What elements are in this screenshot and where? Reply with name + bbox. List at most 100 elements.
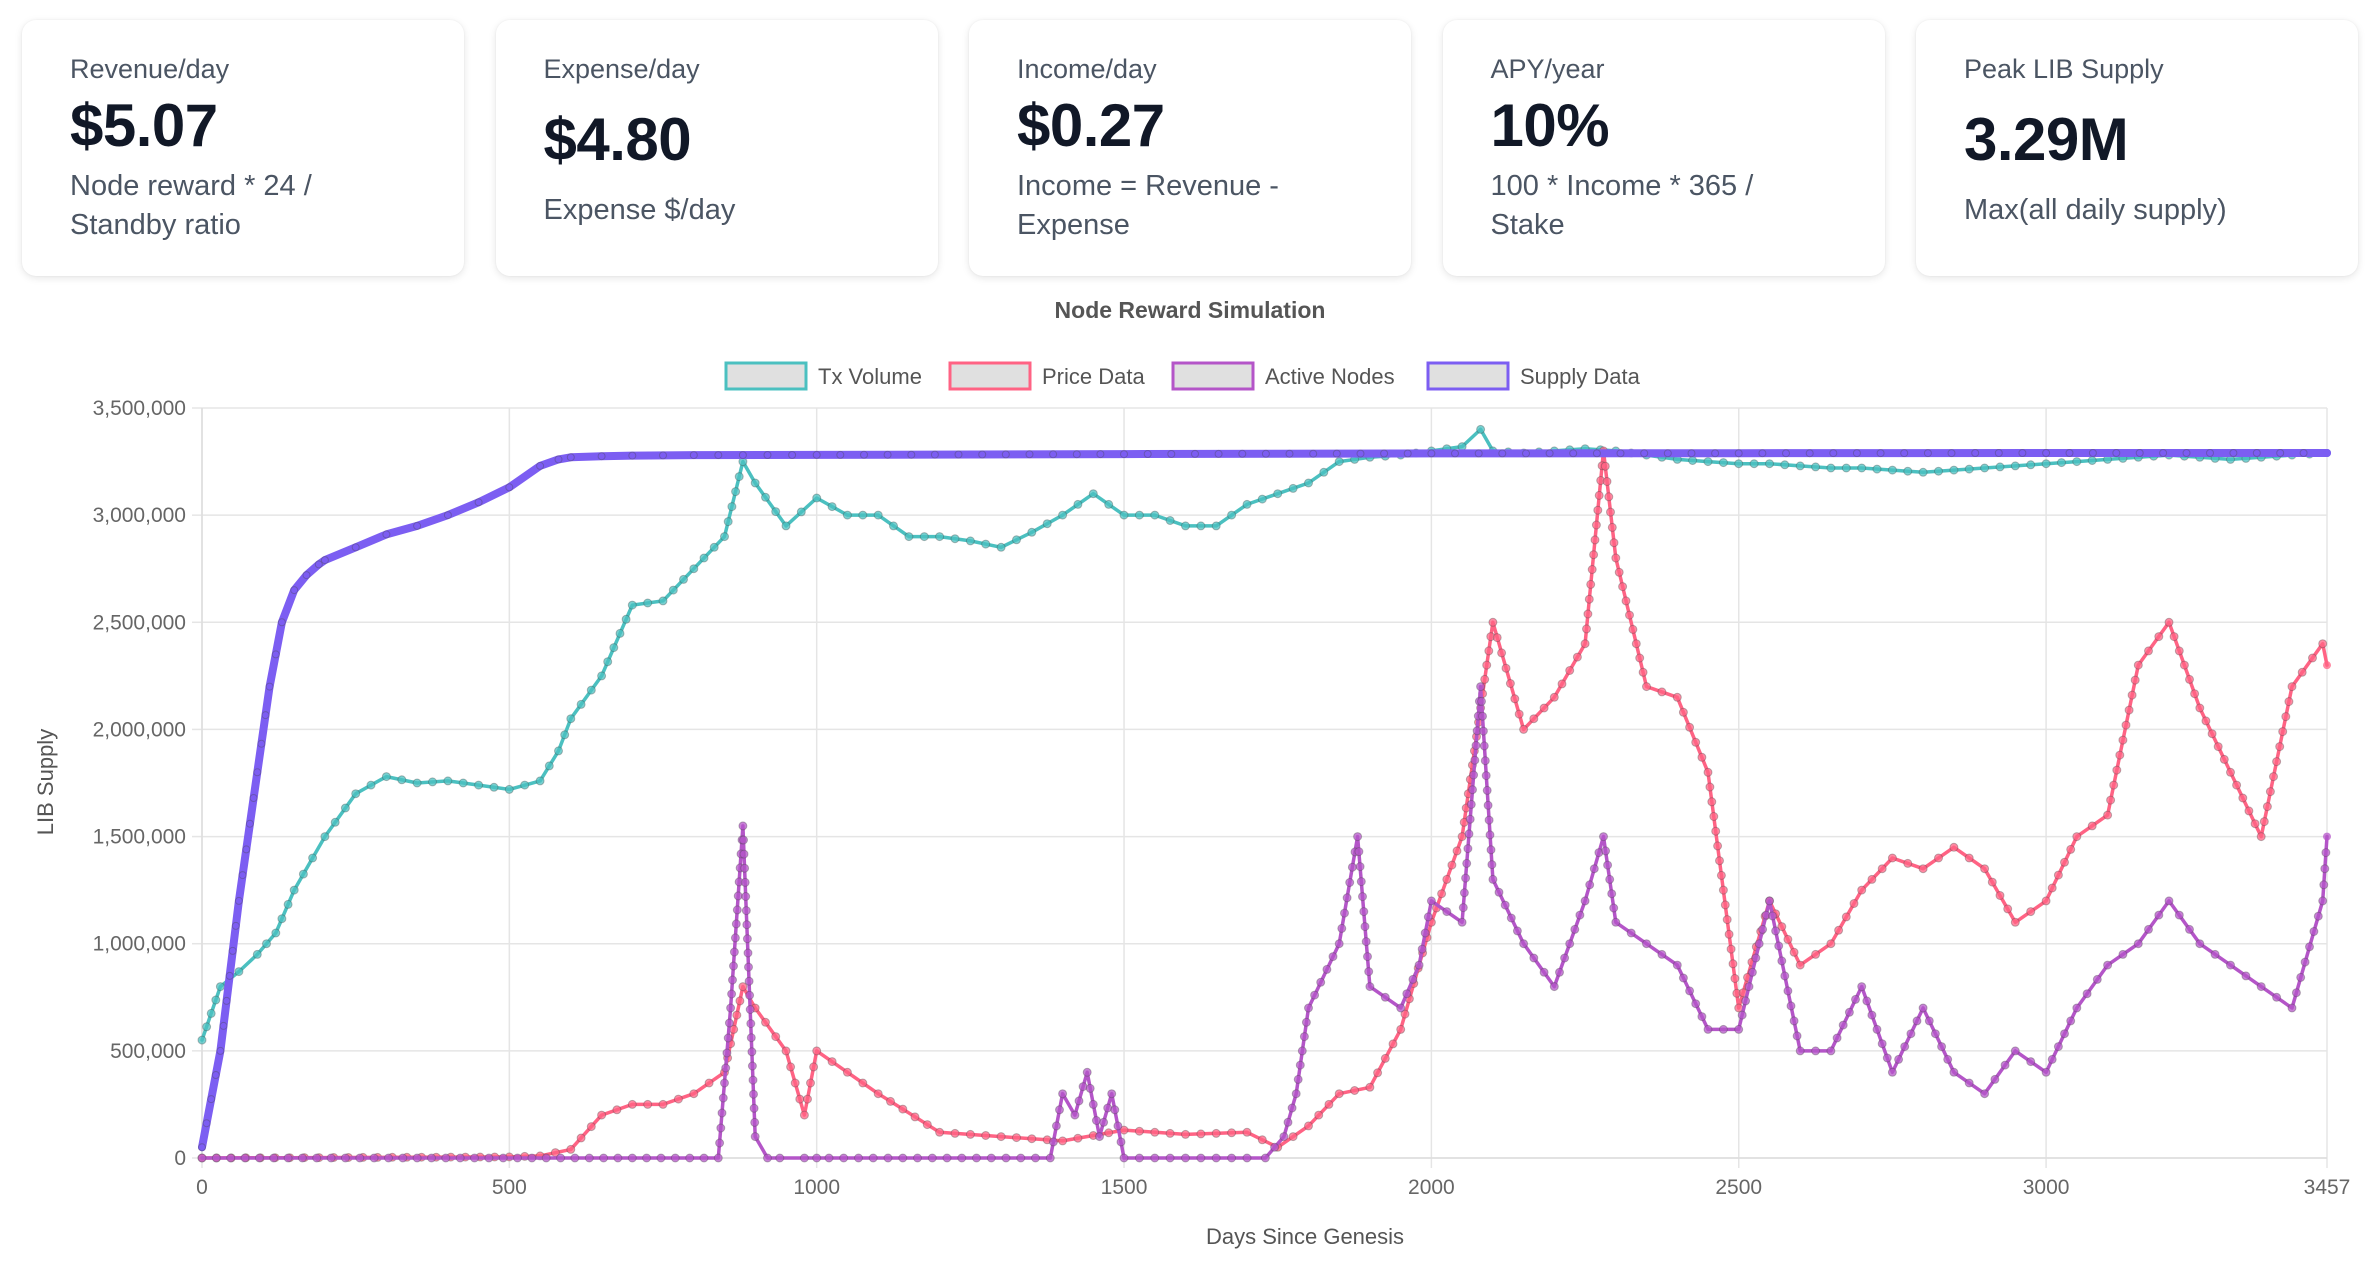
y-tick-label: 1,000,000 bbox=[93, 933, 186, 956]
data-point bbox=[799, 1153, 809, 1163]
data-point bbox=[1930, 1029, 1940, 1039]
data-point bbox=[1631, 639, 1641, 649]
data-point bbox=[1657, 687, 1667, 697]
data-point bbox=[412, 778, 422, 788]
data-point bbox=[1309, 449, 1318, 458]
data-point bbox=[1722, 915, 1732, 925]
data-point bbox=[2174, 910, 2184, 920]
data-point bbox=[2305, 942, 2314, 952]
data-point bbox=[231, 921, 240, 930]
data-point bbox=[1437, 889, 1447, 899]
data-point bbox=[326, 1153, 336, 1163]
data-point bbox=[747, 1047, 757, 1057]
data-point bbox=[689, 564, 699, 574]
data-point bbox=[443, 776, 453, 786]
data-point bbox=[1048, 1137, 1058, 1147]
data-point bbox=[2053, 1042, 2063, 1052]
data-point bbox=[1734, 459, 1744, 469]
data-point bbox=[2060, 857, 2069, 867]
data-point bbox=[1058, 510, 1068, 520]
data-point bbox=[586, 685, 596, 695]
data-point bbox=[1707, 797, 1717, 807]
data-point bbox=[734, 472, 744, 482]
data-point bbox=[1288, 1132, 1298, 1142]
data-point bbox=[1227, 1153, 1237, 1163]
data-point bbox=[207, 1095, 216, 1104]
data-point bbox=[749, 1089, 758, 1099]
data-point bbox=[643, 598, 653, 608]
data-point bbox=[1500, 900, 1510, 910]
income-card: Income/day $0.27 Income = Revenue - Expe… bbox=[969, 20, 1411, 276]
data-point bbox=[1703, 1024, 1713, 1034]
data-point bbox=[713, 1153, 723, 1163]
card-value: 3.29M bbox=[1964, 106, 2129, 174]
data-point bbox=[738, 821, 748, 831]
data-point bbox=[1340, 908, 1349, 918]
data-point bbox=[1167, 450, 1176, 458]
data-point bbox=[2219, 754, 2229, 764]
data-point bbox=[749, 1103, 759, 1113]
series-active-nodes bbox=[197, 682, 2331, 1163]
data-point bbox=[2072, 832, 2082, 842]
data-point bbox=[1150, 1153, 1160, 1163]
data-point bbox=[733, 891, 743, 901]
data-point bbox=[950, 1128, 960, 1138]
data-point bbox=[2299, 449, 2308, 457]
data-point bbox=[1096, 450, 1105, 459]
data-point bbox=[996, 542, 1006, 552]
data-point bbox=[806, 1078, 815, 1088]
data-point bbox=[219, 1021, 228, 1030]
data-point bbox=[627, 1153, 637, 1163]
data-point bbox=[935, 1127, 945, 1137]
data-point bbox=[839, 1153, 849, 1163]
data-point bbox=[732, 1010, 742, 1020]
data-point bbox=[1894, 1054, 1904, 1064]
data-point bbox=[2195, 939, 2205, 949]
data-point bbox=[1025, 450, 1034, 459]
data-point bbox=[1332, 449, 1341, 458]
data-point bbox=[1672, 960, 1682, 970]
data-point bbox=[1705, 782, 1715, 792]
data-point bbox=[2313, 911, 2323, 921]
data-point bbox=[716, 1123, 726, 1133]
data-point bbox=[889, 521, 898, 531]
data-point bbox=[910, 1112, 920, 1122]
data-point bbox=[868, 1153, 878, 1163]
data-point bbox=[1347, 862, 1357, 872]
data-point bbox=[729, 961, 738, 971]
data-point bbox=[1805, 449, 1814, 458]
data-point bbox=[2103, 960, 2113, 970]
data-point bbox=[1242, 499, 1252, 509]
series-tx-volume bbox=[197, 424, 2331, 1045]
data-point bbox=[1783, 934, 1793, 944]
card-title: Expense/day bbox=[543, 54, 700, 84]
data-point bbox=[670, 1153, 680, 1163]
data-point bbox=[745, 1005, 755, 1014]
data-point bbox=[1073, 499, 1083, 509]
data-point bbox=[981, 539, 991, 549]
data-point bbox=[723, 517, 733, 527]
data-point bbox=[699, 1153, 709, 1163]
data-point bbox=[2174, 646, 2184, 656]
data-point bbox=[1373, 1068, 1383, 1078]
data-point bbox=[1400, 1009, 1410, 1019]
data-point bbox=[1726, 944, 1736, 954]
data-point bbox=[1603, 860, 1613, 870]
data-point bbox=[1625, 610, 1634, 620]
data-point bbox=[659, 451, 667, 460]
data-point bbox=[1709, 812, 1719, 821]
data-point bbox=[739, 849, 749, 859]
data-point bbox=[1314, 1110, 1324, 1120]
data-point bbox=[1288, 483, 1298, 493]
data-point bbox=[2087, 821, 2097, 831]
data-point bbox=[1657, 949, 1667, 959]
data-point bbox=[2072, 1003, 2082, 1013]
data-point bbox=[554, 746, 563, 756]
data-point bbox=[1560, 953, 1570, 963]
chart-legend: Tx Volume Price Data Active Nodes Supply Da… bbox=[724, 361, 1641, 391]
data-point bbox=[2244, 806, 2254, 816]
data-point bbox=[351, 789, 361, 799]
data-point bbox=[1238, 449, 1247, 458]
data-point bbox=[556, 1153, 566, 1163]
data-point bbox=[1242, 1127, 1252, 1137]
